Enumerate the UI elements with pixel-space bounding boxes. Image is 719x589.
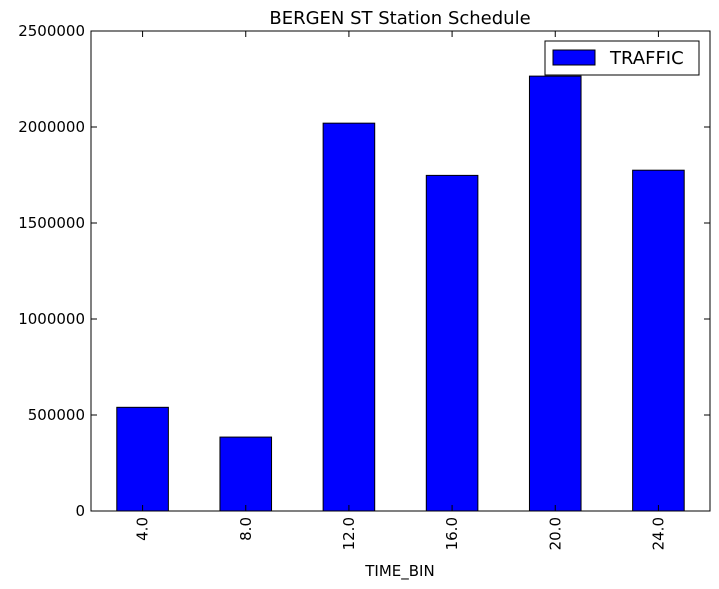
plot-frame xyxy=(90,30,711,512)
y-tick-label: 0 xyxy=(75,502,85,520)
y-tick-label: 2500000 xyxy=(18,22,85,40)
y-tick-label: 1500000 xyxy=(18,214,85,232)
x-tick-labels: 4.0 8.0 12.0 16.0 20.0 24.0 xyxy=(134,517,668,550)
legend: TRAFFIC xyxy=(544,40,700,76)
x-tick-label: 4.0 xyxy=(134,517,152,541)
bar-4.0 xyxy=(116,406,169,512)
ticks-layer xyxy=(91,30,710,512)
x-tick-label: 16.0 xyxy=(443,517,461,550)
bar-12.0 xyxy=(322,122,376,512)
plot-area xyxy=(91,31,710,511)
x-tick-label: 8.0 xyxy=(237,517,255,541)
x-axis-label: TIME_BIN xyxy=(364,562,434,581)
x-tick-label: 12.0 xyxy=(340,517,358,550)
bars-layer xyxy=(116,75,685,512)
bar-8.0 xyxy=(219,436,273,512)
legend-swatch xyxy=(552,49,596,66)
bar-20.0 xyxy=(528,75,582,512)
chart-title: BERGEN ST Station Schedule xyxy=(269,8,530,29)
bar-24.0 xyxy=(632,169,685,512)
y-tick-label: 2000000 xyxy=(18,118,85,136)
y-tick-labels: 0 500000 1000000 1500000 2000000 2500000 xyxy=(18,22,85,520)
y-tick-label: 1000000 xyxy=(18,310,85,328)
legend-label: TRAFFIC xyxy=(609,48,684,69)
x-tick-label: 20.0 xyxy=(546,517,564,550)
y-tick-label: 500000 xyxy=(28,406,85,424)
x-tick-label: 24.0 xyxy=(649,517,667,550)
bar-16.0 xyxy=(425,174,479,512)
